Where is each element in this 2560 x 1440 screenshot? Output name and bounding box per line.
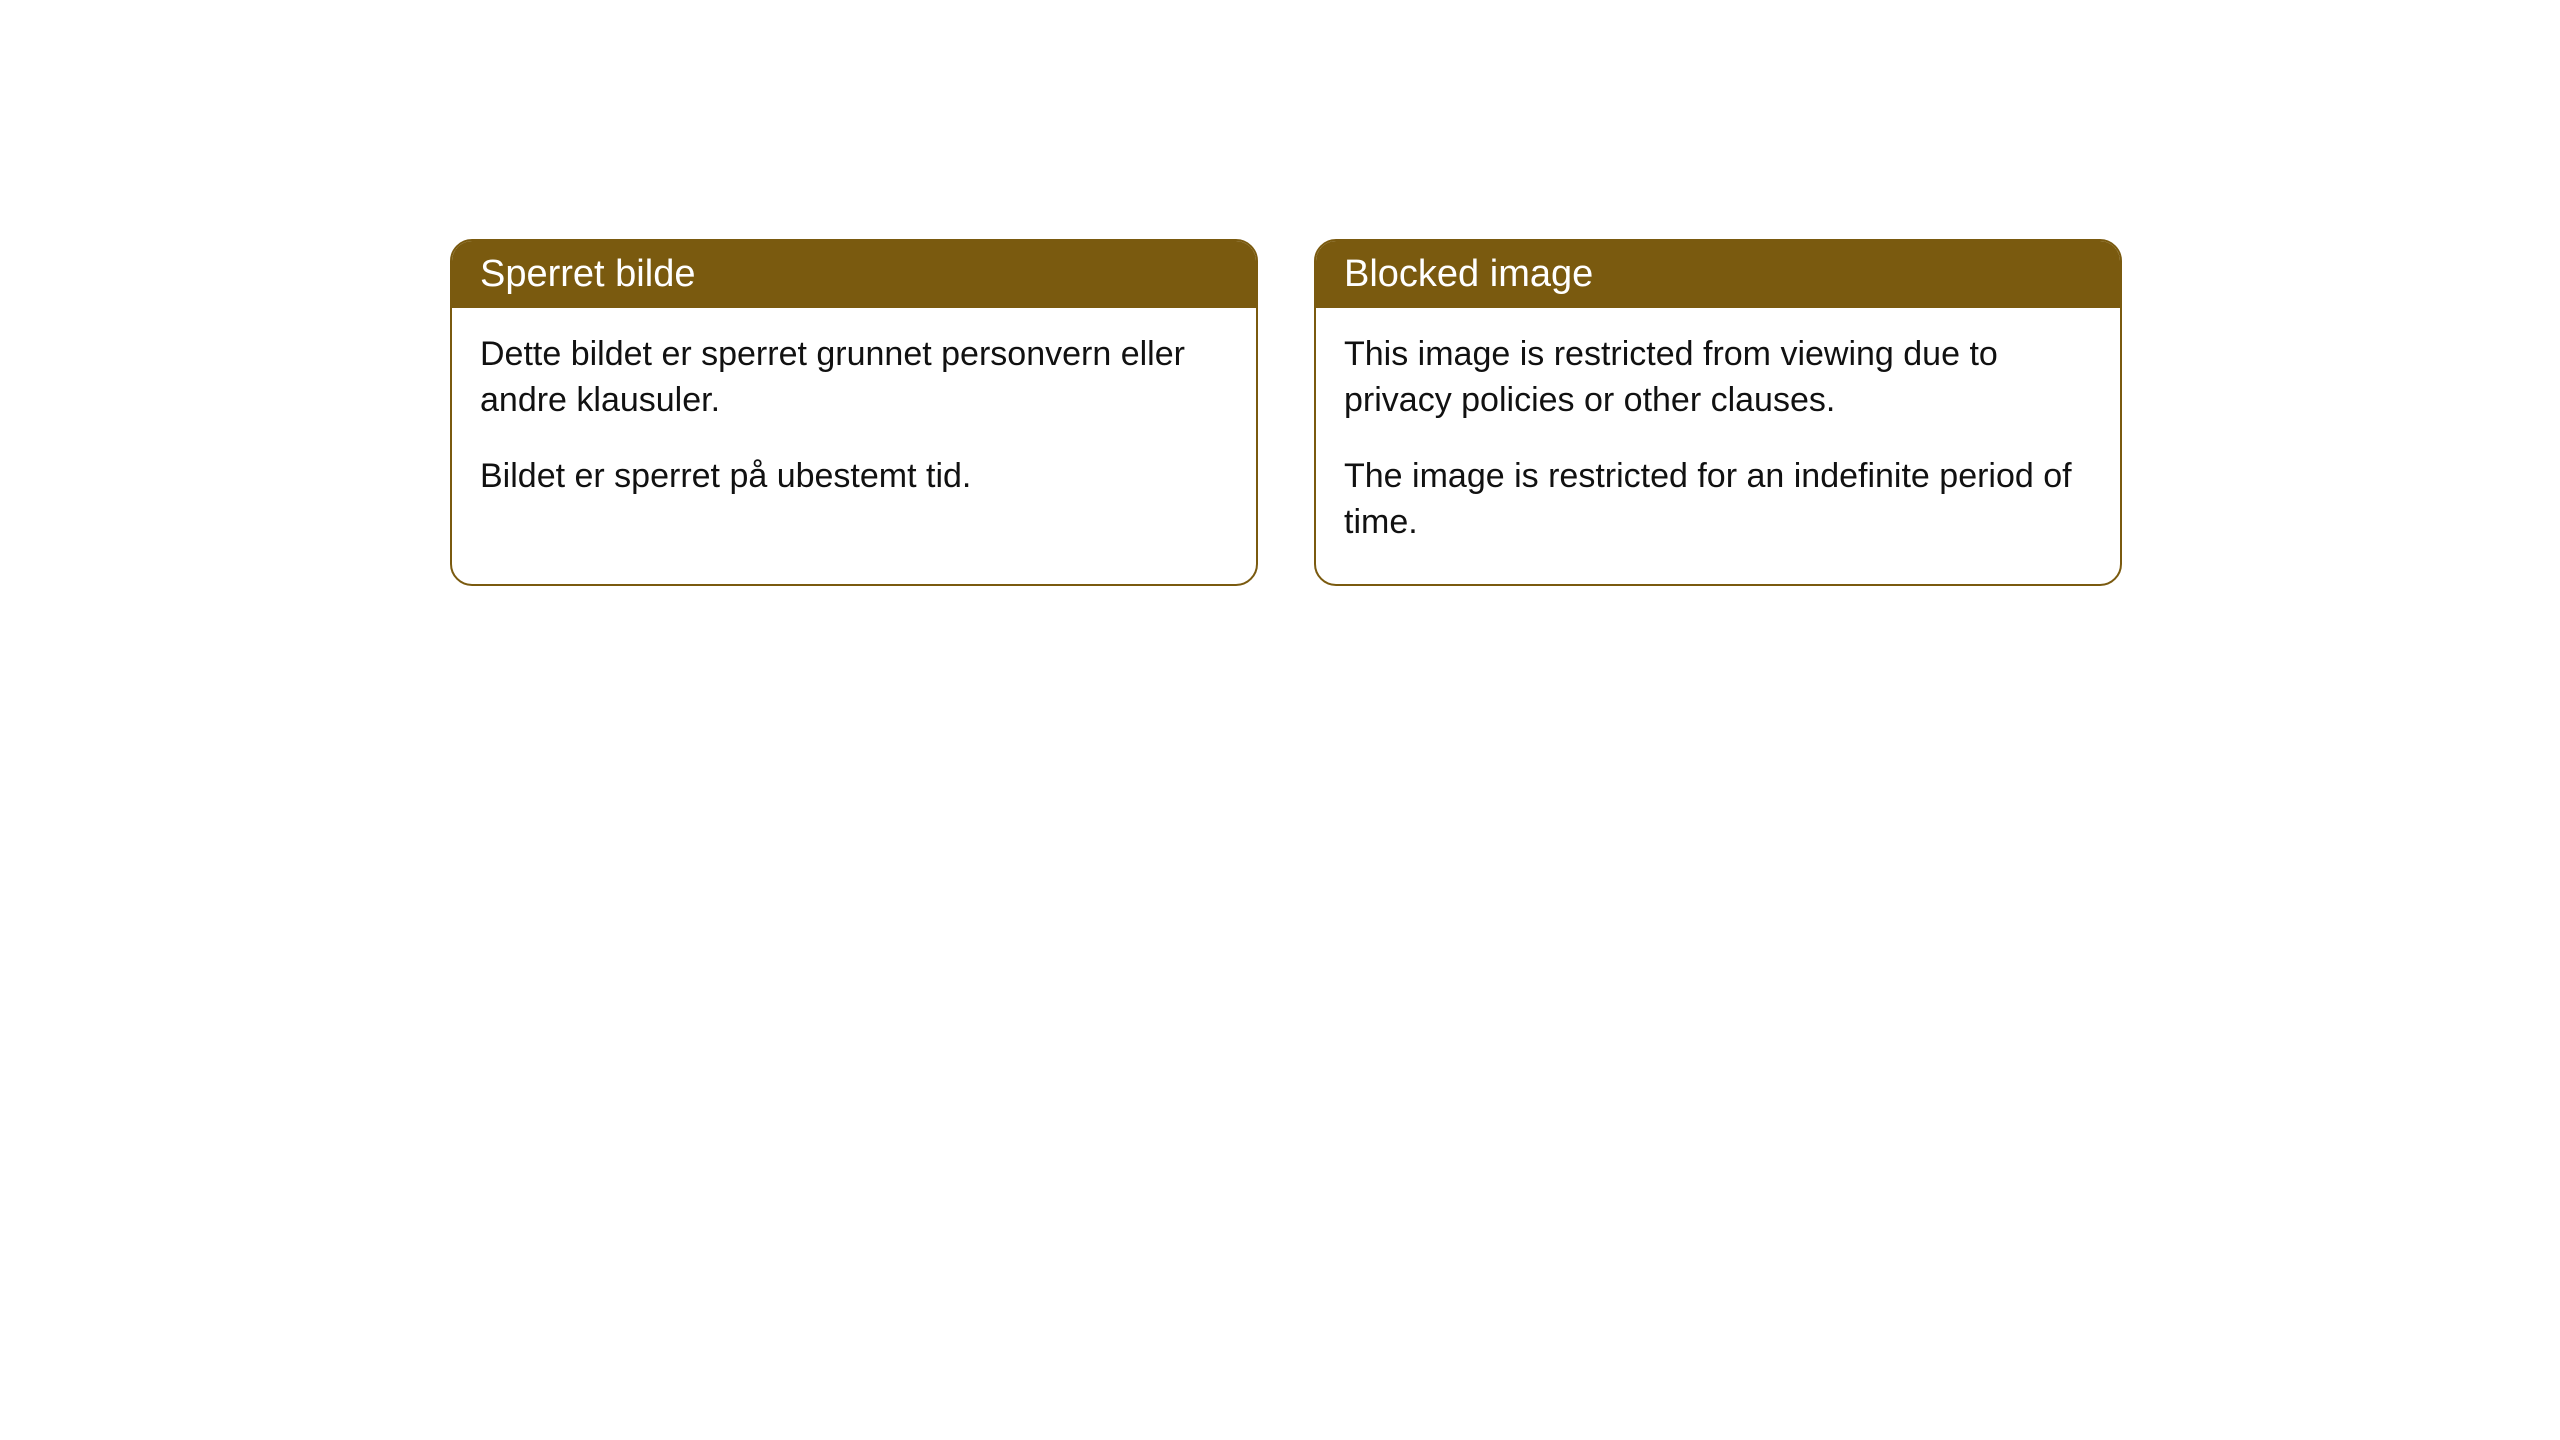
cards-container: Sperret bilde Dette bildet er sperret gr…: [450, 239, 2122, 586]
card-body-en: This image is restricted from viewing du…: [1316, 308, 2120, 584]
card-header-no: Sperret bilde: [452, 241, 1256, 308]
blocked-image-card-en: Blocked image This image is restricted f…: [1314, 239, 2122, 586]
card-header-en: Blocked image: [1316, 241, 2120, 308]
card-paragraph-2-en: The image is restricted for an indefinit…: [1344, 454, 2092, 546]
blocked-image-card-no: Sperret bilde Dette bildet er sperret gr…: [450, 239, 1258, 586]
card-paragraph-1-en: This image is restricted from viewing du…: [1344, 332, 2092, 424]
card-paragraph-2-no: Bildet er sperret på ubestemt tid.: [480, 454, 1228, 500]
card-body-no: Dette bildet er sperret grunnet personve…: [452, 308, 1256, 538]
card-paragraph-1-no: Dette bildet er sperret grunnet personve…: [480, 332, 1228, 424]
